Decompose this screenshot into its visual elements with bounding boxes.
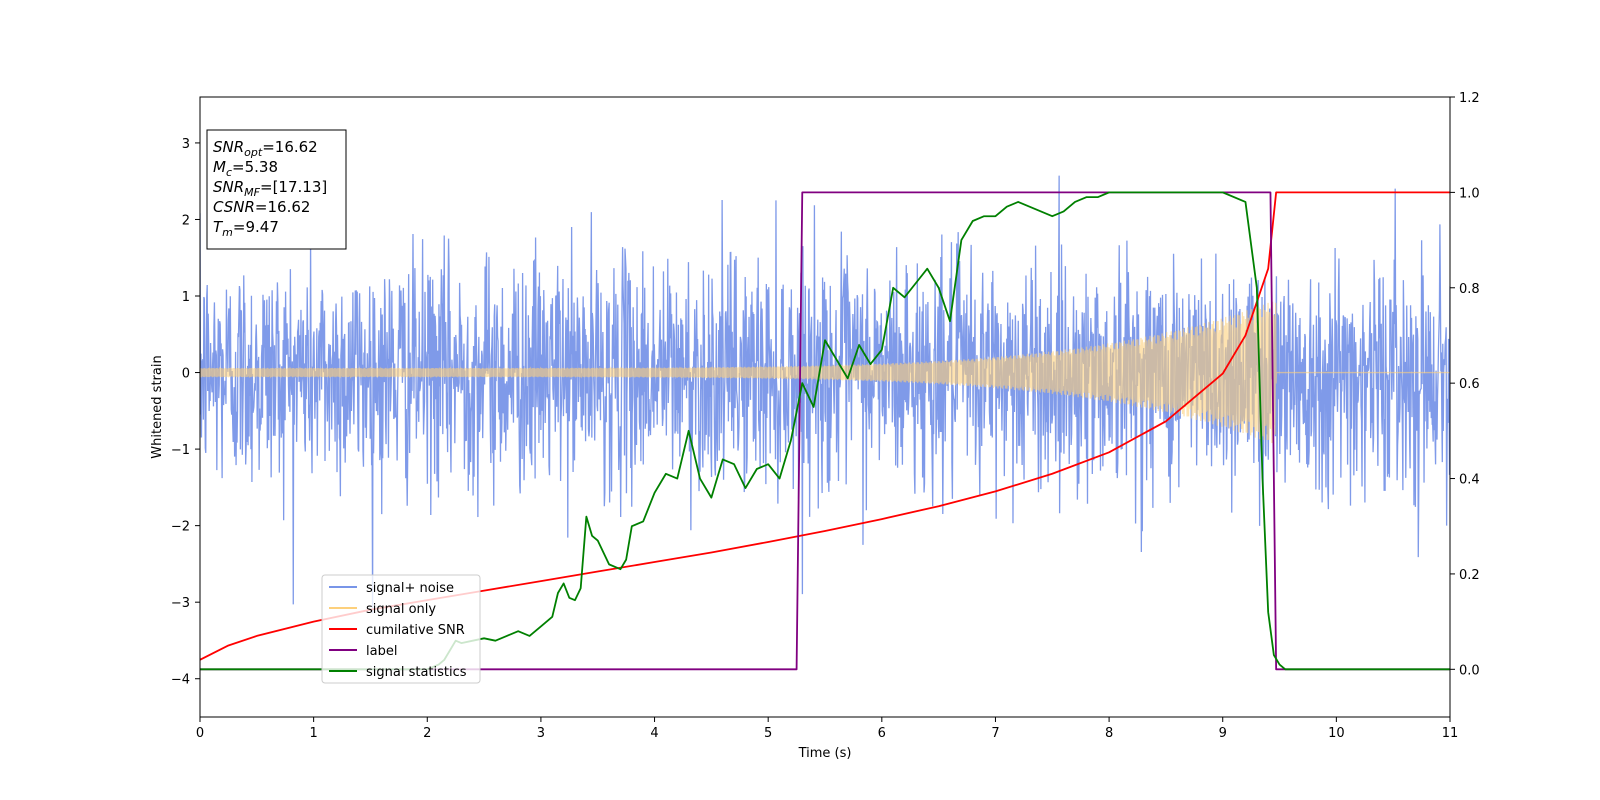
x-tick-label: 5	[764, 726, 772, 741]
y-axis-right: 0.0 0.2 0.4 0.6 0.8 1.0 1.2	[1450, 91, 1480, 678]
y2-tick-label: 1.2	[1459, 91, 1480, 106]
x-tick-label: 4	[650, 726, 658, 741]
x-tick-label: 0	[196, 726, 204, 741]
legend-entry: signal statistics	[366, 665, 467, 680]
x-tick-label: 9	[1219, 726, 1227, 741]
y2-tick-label: 0.8	[1459, 282, 1480, 297]
legend: signal+ noise signal only cumilative SNR la…	[321, 574, 481, 684]
info-line: SNRopt=16.62	[213, 138, 318, 159]
y2-tick-label: 0.6	[1459, 377, 1480, 392]
x-tick-label: 7	[991, 726, 999, 741]
legend-entry: label	[366, 644, 397, 659]
x-tick-label: 2	[423, 726, 431, 741]
y-axis-label: Whitened strain	[150, 355, 165, 458]
y2-tick-label: 0.0	[1459, 663, 1480, 678]
x-tick-label: 6	[878, 726, 886, 741]
series-signal-statistics	[200, 191, 1450, 671]
y-tick-label: 3	[182, 137, 190, 152]
y2-tick-label: 0.4	[1459, 473, 1480, 488]
legend-entry: signal only	[366, 602, 436, 617]
axes-frame	[199, 96, 1451, 718]
y-tick-label: −3	[171, 596, 190, 611]
y-tick-label: −2	[171, 520, 190, 535]
y-tick-label: −4	[171, 673, 190, 688]
y-tick-label: 0	[182, 367, 190, 382]
y2-tick-label: 1.0	[1459, 186, 1480, 201]
y-tick-label: 2	[182, 213, 190, 228]
y-tick-label: −1	[171, 443, 190, 458]
x-tick-label: 8	[1105, 726, 1113, 741]
info-line: Mc=5.38	[213, 158, 278, 179]
x-tick-label: 3	[537, 726, 545, 741]
x-tick-label: 10	[1328, 726, 1345, 741]
series-signal-only	[200, 301, 1450, 444]
x-tick-label: 11	[1442, 726, 1459, 741]
info-box: SNRopt=16.62Mc=5.38SNRMF=[17.13]CSNR=16.…	[206, 129, 347, 250]
info-line: Tm=9.47	[213, 218, 279, 239]
x-axis: 0 1 2 3 4 5 6 7 8 9 10 11	[196, 717, 1458, 741]
y-axis-left: −4 −3 −2 −1 0 1 2 3	[171, 137, 200, 688]
info-line: SNRMF=[17.13]	[213, 178, 327, 199]
legend-entry: signal+ noise	[366, 581, 454, 596]
y2-tick-label: 0.2	[1459, 568, 1480, 583]
info-line: CSNR=16.62	[213, 198, 310, 216]
x-tick-label: 1	[309, 726, 317, 741]
legend-entry: cumilative SNR	[366, 623, 465, 638]
y-tick-label: 1	[182, 290, 190, 305]
x-axis-label: Time (s)	[798, 746, 852, 761]
